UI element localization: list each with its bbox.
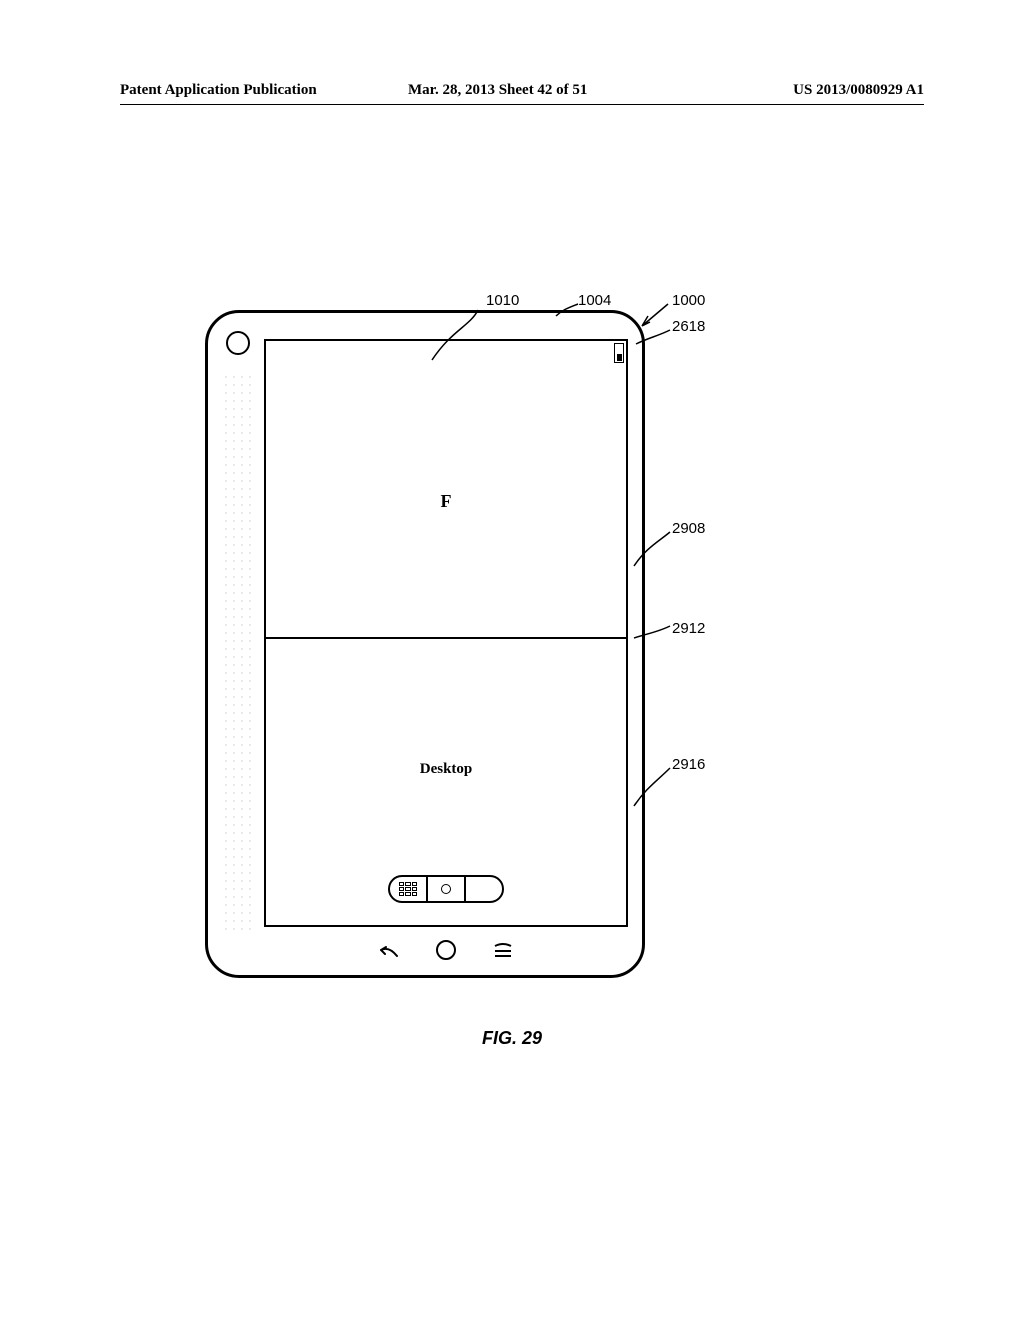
side-dots bbox=[222, 373, 254, 935]
apps-grid-icon bbox=[390, 877, 428, 901]
ref-2916: 2916 bbox=[672, 756, 705, 773]
dock-circle-icon bbox=[428, 877, 466, 901]
menu-icon bbox=[491, 940, 515, 960]
header-right: US 2013/0080929 A1 bbox=[793, 82, 924, 99]
header-rule bbox=[120, 104, 924, 105]
nav-bar bbox=[264, 935, 628, 965]
device-outline: F Desktop bbox=[205, 310, 645, 978]
pane-label-f: F bbox=[441, 491, 452, 512]
ref-2912: 2912 bbox=[672, 620, 705, 637]
header-middle: Mar. 28, 2013 Sheet 42 of 51 bbox=[408, 82, 587, 99]
pane-divider bbox=[266, 637, 626, 639]
screen-outline: F Desktop bbox=[264, 339, 628, 927]
ref-1004: 1004 bbox=[578, 292, 611, 309]
header-left: Patent Application Publication bbox=[120, 82, 317, 99]
battery-indicator-icon bbox=[614, 343, 624, 363]
dock-widget bbox=[388, 875, 504, 903]
ref-1000: 1000 bbox=[672, 292, 705, 309]
ref-2908: 2908 bbox=[672, 520, 705, 537]
ref-2618: 2618 bbox=[672, 318, 705, 335]
patent-page: Patent Application Publication Mar. 28, … bbox=[0, 0, 1024, 1320]
dock-blank-icon bbox=[466, 877, 502, 901]
home-icon bbox=[435, 939, 457, 961]
figure-caption: FIG. 29 bbox=[0, 1028, 1024, 1049]
pane-label-desktop: Desktop bbox=[420, 761, 473, 778]
ref-1010: 1010 bbox=[486, 292, 519, 309]
back-icon bbox=[377, 940, 401, 960]
camera-icon bbox=[226, 331, 250, 355]
leader-1000 bbox=[638, 302, 674, 332]
